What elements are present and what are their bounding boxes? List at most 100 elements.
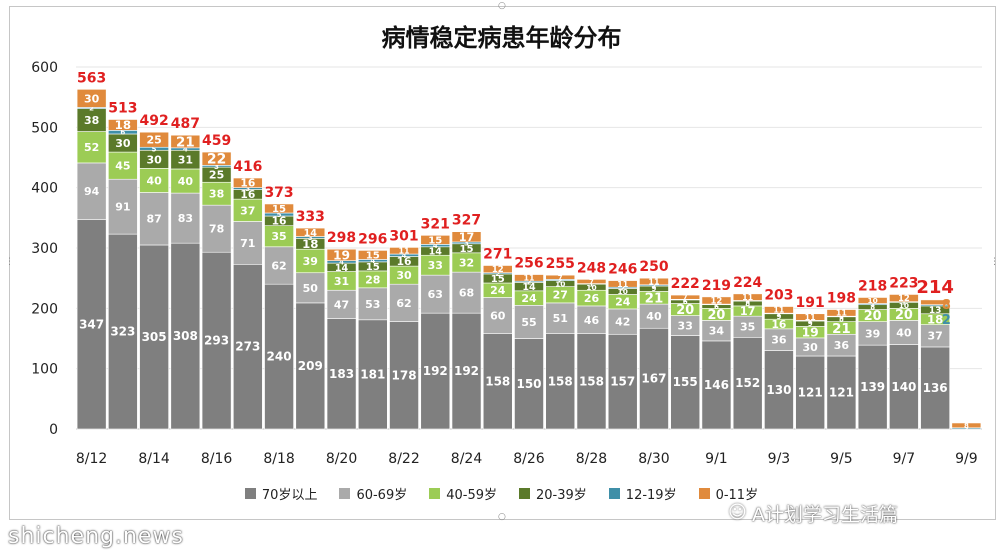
bar-value-label: 14: [429, 246, 443, 257]
bar-total-label: 416: [233, 159, 262, 175]
bar-segment: [951, 422, 982, 429]
bar-value-label: 38: [84, 114, 99, 127]
bar-total-label: 373: [264, 185, 293, 201]
bar-segment: [889, 294, 919, 302]
resize-handle-top[interactable]: ○: [498, 1, 506, 11]
bar-value-label: 16: [397, 255, 412, 268]
legend-item: 12-19岁: [608, 484, 677, 503]
bar-value-label: 12: [898, 294, 910, 304]
bar-value-label: 15: [459, 244, 473, 255]
bar-value-label: 31: [334, 275, 349, 288]
bar-value-label: 305: [142, 330, 167, 344]
bar-value-label: 10: [555, 279, 565, 288]
bar-value-label: 7: [683, 294, 688, 302]
bar-value-label: 11: [648, 277, 659, 286]
bar-segment: [170, 134, 201, 149]
bar-value-label: 22: [207, 152, 226, 168]
bar-value-label: 87: [146, 213, 161, 226]
bar-value-label: 209: [298, 359, 323, 373]
x-tick-label: 9/3: [768, 451, 791, 467]
bar-value-label: 24: [521, 292, 537, 305]
bar-value-label: 140: [891, 380, 916, 394]
bar-segment: [295, 227, 326, 237]
bar-value-label: 136: [923, 381, 948, 395]
bar-value-label: 15: [272, 204, 286, 215]
bar-segment: [139, 168, 169, 193]
x-tick-label: 8/24: [451, 451, 483, 467]
site-watermark: shicheng.news: [8, 524, 184, 549]
legend-label: 70岁以上: [261, 488, 318, 503]
bar-total-label: 492: [139, 113, 168, 129]
legend-item: 20-39岁: [519, 484, 587, 503]
side-value-label: 8: [942, 298, 951, 313]
x-tick-label: 9/9: [955, 451, 978, 467]
bar-value-label: 32: [459, 256, 474, 269]
bar-segment: [389, 247, 419, 255]
bar-segment: [920, 299, 950, 306]
bar-value-label: 16: [240, 188, 255, 201]
bar-segment: [545, 333, 576, 430]
bar-value-label: 16: [272, 215, 287, 228]
bar-segment: [482, 297, 513, 334]
bar-value-label: 83: [178, 212, 193, 225]
bar-total-label: 563: [77, 70, 106, 86]
bar-value-label: 34: [709, 325, 725, 338]
bar-value-label: 293: [204, 334, 229, 348]
bar-value-label: 46: [584, 314, 600, 327]
bar-segment: [514, 305, 544, 339]
bar-value-label: 157: [610, 375, 635, 389]
bar-segment: [764, 306, 794, 314]
bar-value-label: 7: [558, 274, 563, 282]
bar-value-label: 4: [339, 258, 344, 266]
bar-value-label: 2: [964, 425, 969, 433]
bar-value-label: 30: [115, 137, 131, 150]
resize-handle-right[interactable]: ⋮: [990, 257, 999, 267]
bar-value-label: 51: [553, 312, 568, 325]
bar-value-label: 20: [676, 303, 694, 318]
legend-label: 12-19岁: [625, 488, 677, 503]
x-tick-label: 8/20: [326, 451, 357, 467]
legend-label: 20-39岁: [536, 488, 587, 503]
bar-segment: [607, 280, 638, 288]
bar-segment: [545, 302, 576, 334]
bar-segment: [639, 277, 669, 286]
resize-handle-left[interactable]: ⋮: [5, 257, 14, 267]
bar-value-label: 3: [308, 234, 313, 242]
bar-value-label: 1: [808, 317, 813, 325]
resize-handle-bottom[interactable]: ○: [498, 512, 506, 522]
bar-segment: [326, 289, 357, 319]
bar-value-label: 11: [523, 274, 534, 283]
bar-value-label: 2: [620, 284, 625, 292]
bar-value-label: 35: [271, 230, 286, 243]
bar-value-label: 10: [867, 296, 877, 305]
bar-value-label: 11: [805, 313, 816, 322]
bar-value-label: 20: [707, 308, 725, 323]
bar-value-label: 14: [522, 282, 536, 293]
bar-segment: [607, 333, 638, 430]
bar-value-label: 6: [120, 129, 125, 137]
legend-label: 60-69岁: [356, 488, 408, 503]
bar-value-label: 18: [302, 237, 318, 251]
bar-value-label: 30: [146, 153, 162, 166]
bar-value-label: 9: [652, 285, 657, 293]
bar-segment: [357, 250, 388, 260]
bar-segment: [514, 338, 544, 430]
bar-value-label: 24: [615, 296, 631, 309]
bar-value-label: 31: [178, 154, 193, 167]
chart-legend: 70岁以上 60-69岁 40-59岁 20-39岁 12-19岁 0-11岁: [0, 484, 1003, 503]
bar-segment: [201, 204, 232, 253]
bar-segment: [201, 251, 232, 430]
bar-value-label: 1: [714, 301, 719, 309]
bar-segment: [701, 296, 732, 305]
bar-value-label: 63: [428, 288, 443, 301]
bar-value-label: 1: [776, 310, 781, 318]
bar-segment: [576, 333, 607, 430]
bar-total-label: 246: [608, 262, 637, 278]
bar-value-label: 47: [334, 298, 349, 311]
bar-value-label: 28: [365, 273, 380, 286]
bar-value-label: 347: [79, 317, 104, 331]
bar-total-label: 250: [639, 259, 668, 275]
chart-title: 病情稳定病患年龄分布: [381, 24, 622, 52]
legend-swatch: [698, 488, 710, 499]
bar-total-label: 333: [296, 209, 325, 225]
